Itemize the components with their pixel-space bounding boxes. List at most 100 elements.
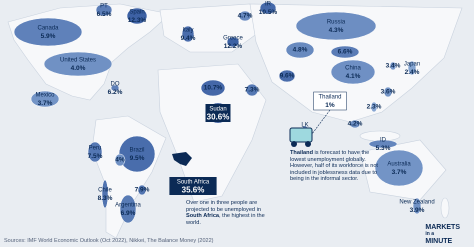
country <box>110 84 120 92</box>
country-name: LK <box>301 123 308 129</box>
value-label: 1% <box>325 102 335 109</box>
country-name: Mexico <box>35 93 55 99</box>
source: Sources: IMF World Economic Outlook (Oct… <box>4 238 214 244</box>
country-name: Chile <box>98 188 112 194</box>
value-label: 5.9% <box>41 33 56 40</box>
country <box>285 41 315 59</box>
value-label: 4.8% <box>293 47 308 54</box>
country-name: South Africa <box>177 180 210 186</box>
country-name: DO <box>111 82 120 88</box>
country <box>43 51 113 77</box>
value-label: 3.4% <box>386 63 401 70</box>
country <box>383 86 393 98</box>
value-label: 12.2% <box>224 43 243 50</box>
country-name: Argentina <box>115 203 141 209</box>
country-name: New Zealand <box>399 200 434 206</box>
country <box>374 149 424 187</box>
country <box>412 197 422 215</box>
value-label: 30.6% <box>207 113 230 122</box>
value-label: 2.3% <box>367 104 382 111</box>
country <box>13 17 83 47</box>
country-name: Russia <box>327 20 346 26</box>
country-name: Peru <box>89 146 102 152</box>
value-label: 3.7% <box>392 169 407 176</box>
country <box>238 10 252 22</box>
country-name: Spain <box>129 10 144 16</box>
value-label: 4.0% <box>71 65 86 72</box>
logo-line: MARKETS <box>425 224 460 231</box>
country <box>245 83 259 97</box>
country <box>295 11 377 41</box>
value-label: 4% <box>115 157 125 164</box>
south-africa-note: Over one in three people are projected t… <box>186 200 278 226</box>
value-label: 12.3% <box>128 17 147 24</box>
country <box>114 153 126 167</box>
new-zealand <box>440 197 450 219</box>
country <box>87 141 103 163</box>
value-label: 6.6% <box>338 49 353 56</box>
label-box <box>205 104 231 122</box>
country-name: Brazil <box>129 148 144 154</box>
value-label: 6.5% <box>97 11 112 18</box>
country <box>95 3 113 17</box>
note-text: Over one in three people are projected t… <box>186 200 261 213</box>
country-name: China <box>345 66 361 72</box>
value-label: 4.3% <box>329 27 344 34</box>
country-name: ID <box>380 138 387 144</box>
value-label: 4.2% <box>348 121 363 128</box>
value-label: 3.7% <box>38 100 53 107</box>
value-label: 2.4% <box>405 69 420 76</box>
country <box>370 101 378 113</box>
africa <box>157 63 267 203</box>
country <box>349 119 361 129</box>
country <box>200 79 226 97</box>
country-name: Canada <box>37 26 59 32</box>
country-name: Australia <box>387 162 411 168</box>
country-name: Japan <box>404 62 420 68</box>
note-text: is forecast to have the lowest unemploym… <box>290 150 378 183</box>
value-label: 10.5% <box>259 9 278 16</box>
note-bold: Thailand <box>290 150 313 156</box>
country <box>330 59 376 85</box>
country-name: PT <box>100 4 108 10</box>
value-label: 7.5% <box>88 153 103 160</box>
country-name: Greece <box>223 36 243 42</box>
value-label: 6.2% <box>108 89 123 96</box>
country <box>278 69 296 83</box>
country <box>259 1 277 15</box>
note-text: , the highest in the world. <box>186 213 265 226</box>
value-label: 7.9% <box>135 187 150 194</box>
tuk-tuk-icon <box>289 127 313 147</box>
country-name: United States <box>60 58 96 64</box>
value-label: 6.9% <box>121 210 136 217</box>
country <box>226 36 240 48</box>
logo-line: in a <box>425 231 434 237</box>
logo-line: MINUTE <box>425 238 453 245</box>
country <box>181 25 195 43</box>
country-name: Italy <box>182 28 193 34</box>
country <box>368 139 398 149</box>
value-label: 7.3% <box>245 87 260 94</box>
country <box>101 179 109 209</box>
value-label: 3.6% <box>381 89 396 96</box>
country-name: IR <box>265 2 272 8</box>
thailand-note: Thailand is forecast to have the lowest … <box>290 150 382 183</box>
callout-line <box>311 109 331 135</box>
label-box <box>169 177 217 195</box>
note-bold: South Africa <box>186 213 220 220</box>
value-label: 5.3% <box>376 145 391 152</box>
value-label: 9.6% <box>280 73 295 80</box>
value-label: 3.9% <box>410 207 425 214</box>
country <box>330 45 360 59</box>
country-name: Sudan <box>209 107 226 113</box>
logo: MARKETS in a MINUTE <box>425 224 460 245</box>
country <box>119 194 137 224</box>
country <box>30 90 60 108</box>
value-label: 8.3% <box>98 195 113 202</box>
country <box>126 7 148 25</box>
country <box>118 135 156 173</box>
value-label: 9.5% <box>130 155 145 162</box>
value-label: 35.6% <box>182 186 205 195</box>
